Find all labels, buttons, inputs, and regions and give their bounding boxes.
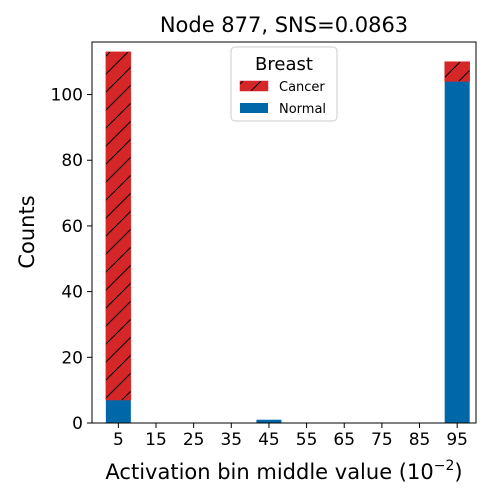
x-tick-label: 65: [333, 430, 355, 450]
bar-cancer-95: [444, 61, 470, 82]
y-tick-label: 20: [61, 348, 83, 368]
x-tick-label: 75: [371, 430, 393, 450]
y-axis-ticks: 0 20 40 60 80 100: [51, 86, 92, 434]
bar-normal-5: [105, 400, 131, 423]
x-tick-label: 15: [145, 430, 167, 450]
legend-title: Breast: [255, 54, 313, 75]
y-tick-label: 60: [61, 217, 83, 237]
x-tick-label: 85: [409, 430, 431, 450]
x-axis-label-close: ): [454, 460, 462, 484]
x-tick-label: 55: [296, 430, 318, 450]
chart-title: Node 877, SNS=0.0863: [160, 13, 408, 37]
y-tick-label: 80: [61, 151, 83, 171]
x-tick-label: 35: [220, 430, 242, 450]
x-axis-label-main: Activation bin middle value (10: [105, 460, 433, 484]
bar-cancer-5: [105, 51, 132, 401]
x-tick-label: 95: [446, 430, 468, 450]
y-tick-label: 0: [72, 414, 83, 434]
x-axis-label: Activation bin middle value (10−2): [105, 458, 462, 484]
plot-frame: [91, 41, 477, 424]
legend-box: [230, 46, 338, 122]
bars: [105, 51, 470, 423]
x-tick-label: 45: [258, 430, 280, 450]
legend: Breast Cancer Normal: [230, 46, 338, 122]
bar-normal-45: [256, 419, 282, 423]
y-tick-label: 100: [51, 86, 83, 106]
y-tick-label: 40: [61, 283, 83, 303]
x-tick-label: 5: [113, 430, 124, 450]
x-tick-label: 25: [183, 430, 205, 450]
legend-label-normal: Normal: [279, 102, 326, 117]
bar-normal-95: [444, 81, 470, 423]
legend-label-cancer: Cancer: [279, 80, 325, 95]
y-axis-label: Counts: [15, 195, 39, 268]
x-axis-ticks: 5 15 25 35 45 55 65 75 85 95: [113, 423, 468, 450]
x-axis-label-exponent: −2: [434, 458, 455, 474]
legend-swatch-normal: [240, 103, 268, 113]
legend-swatch-cancer: [239, 80, 269, 92]
